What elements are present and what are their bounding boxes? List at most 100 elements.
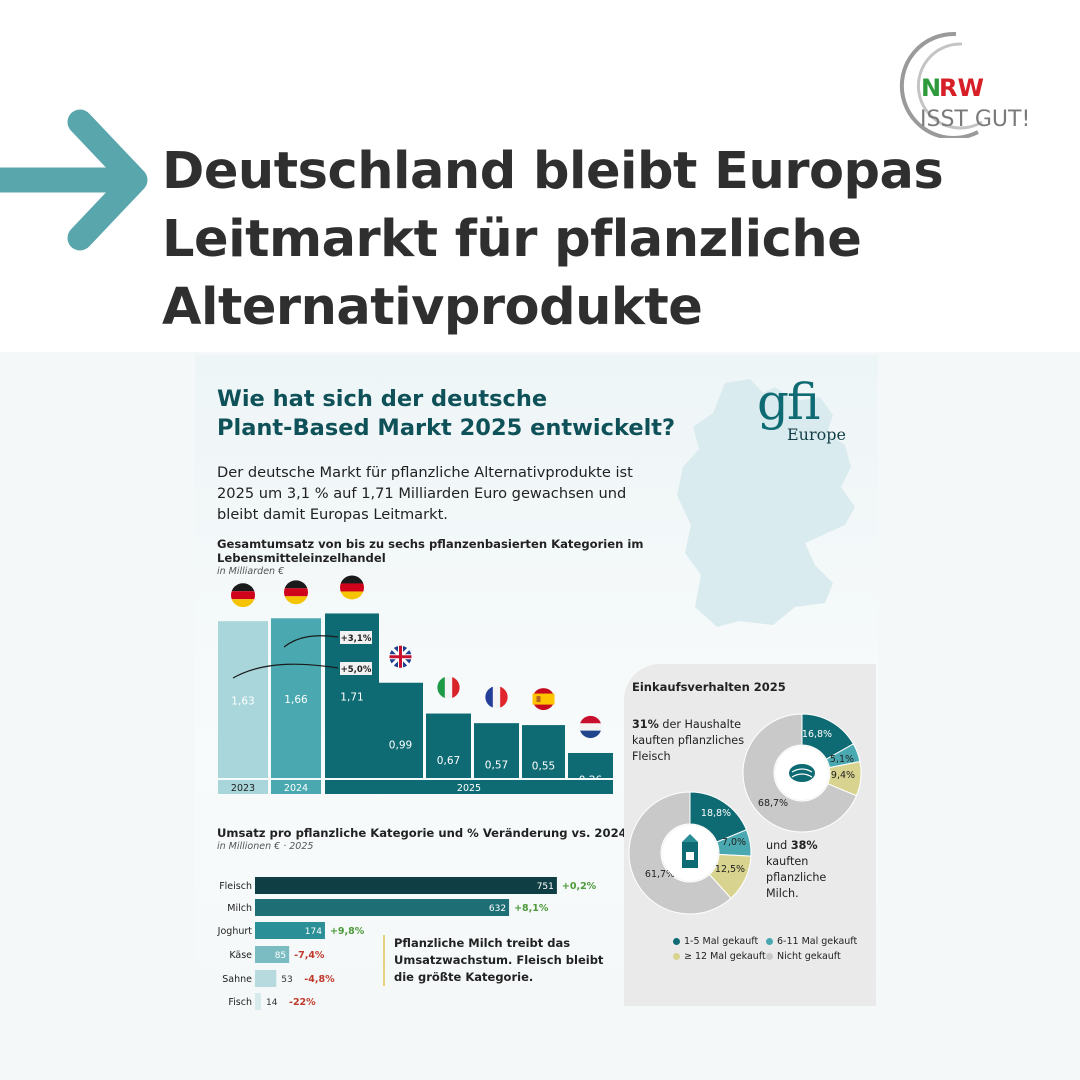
- flag-stripe: [340, 591, 364, 600]
- meat-share: 31%: [632, 718, 659, 731]
- bar-FR: [474, 723, 519, 778]
- chart2-title: Umsatz pro pflanzliche Kategorie und % V…: [217, 826, 627, 840]
- growth-arrow: [283, 635, 339, 648]
- meat-text-line: kauften pflanzliches: [632, 734, 745, 747]
- meat-text-line: Fleisch: [632, 750, 671, 763]
- flag-stripes: [231, 583, 255, 608]
- svg-text:ISST GUT!: ISST GUT!: [920, 107, 1030, 132]
- bar-UK: [378, 682, 423, 778]
- flag-stripe: [231, 599, 255, 608]
- nrw-logo: N RW ISST GUT!: [899, 31, 1030, 138]
- axis-label-2023: 2023: [231, 783, 255, 794]
- legend-label: 1-5 Mal gekauft: [684, 936, 759, 947]
- hbar-value: 53: [281, 975, 292, 985]
- category-label: Käse: [229, 950, 252, 961]
- category-label: Fisch: [228, 997, 252, 1008]
- legend-swatch: [673, 938, 680, 945]
- bar-value-label: 1,63: [231, 696, 254, 708]
- flag-icon-uk: [389, 645, 412, 668]
- logo-letters: fi: [787, 373, 821, 431]
- category-label: Fleisch: [219, 881, 252, 892]
- growth-arrow: [232, 663, 339, 679]
- milk-icon-top: [682, 834, 698, 842]
- hbar-change: -22%: [289, 997, 316, 1008]
- steak-icon: [789, 764, 815, 782]
- hbar-change: -7,4%: [294, 950, 325, 961]
- steak-icon-mark: [791, 773, 813, 778]
- flag-icon-nl: [579, 715, 602, 739]
- bar-value-label: 0,99: [389, 739, 412, 751]
- bar-2023: [218, 621, 268, 778]
- intro-text: Der deutsche Markt für pflanzliche Alter…: [217, 462, 667, 525]
- legend-item: Nicht gekauft: [766, 951, 841, 962]
- flag-icon-de: [340, 575, 364, 600]
- bar-NL: [568, 752, 613, 778]
- hbar-value: 85: [275, 951, 286, 961]
- hbar-Milch: [255, 899, 510, 916]
- flag-stripe: [532, 693, 555, 705]
- category-label: Joghurt: [217, 926, 253, 937]
- chart2-unit: in Millionen € · 2025: [217, 841, 314, 852]
- flag-icon-it: [437, 676, 460, 699]
- hbar-Joghurt: [255, 922, 325, 939]
- milk-icon-label: [686, 852, 694, 860]
- donut-value-label: 9,4%: [831, 770, 855, 781]
- donut-slice-Fleisch: [742, 713, 858, 833]
- legend-swatch: [766, 953, 773, 960]
- hbar-change: +0,2%: [562, 881, 597, 892]
- insight-note-line: die größte Kategorie.: [394, 970, 534, 984]
- axis-label-bg: [325, 780, 613, 794]
- legend-swatch: [673, 953, 680, 960]
- hbar-value: 14: [266, 998, 278, 1008]
- hbar-Fisch: [255, 993, 261, 1010]
- hbar-change: -4,8%: [304, 974, 335, 985]
- axis-label-2024: 2024: [284, 783, 308, 794]
- flag-stripe: [452, 677, 460, 698]
- milk-share: 38%: [790, 839, 818, 852]
- growth-label: +3,1%: [341, 634, 372, 644]
- donut-value-label: 61,7%: [645, 869, 675, 880]
- milk-households-text: und 38% kauften pflanzliche Milch.: [766, 838, 826, 902]
- growth-badge: [340, 662, 372, 675]
- flag-stripes: [340, 575, 364, 600]
- milk-text-part: und: [766, 839, 791, 852]
- meat-households-text: 31% der Haushalte kauften pflanzliches F…: [632, 717, 744, 765]
- insight-note-line: Pflanzliche Milch treibt das: [394, 936, 571, 950]
- axis-label-2025: 2025: [457, 783, 481, 794]
- headline: Deutschland bleibt Europas Leitmarkt für…: [162, 138, 962, 342]
- headline-line: Deutschland bleibt Europas: [162, 142, 944, 201]
- flag-stripe: [580, 730, 601, 739]
- legend-label: 6-11 Mal gekauft: [777, 936, 858, 947]
- svg-text:N: N: [921, 74, 941, 102]
- flag-stripe: [500, 686, 508, 708]
- logo-subtext: Europe: [787, 425, 846, 444]
- legend-label: ≥ 12 Mal gekauft: [684, 951, 766, 962]
- flag-stripe: [284, 588, 308, 597]
- chart1-unit: in Milliarden €: [217, 566, 285, 577]
- legend-item: 6-11 Mal gekauft: [766, 936, 857, 947]
- milk-text-line: pflanzliche: [766, 871, 827, 884]
- flag-icon-de: [284, 580, 308, 605]
- legend-label: Nicht gekauft: [777, 951, 841, 962]
- flag-stripe: [437, 677, 445, 698]
- legend-swatch: [766, 938, 773, 945]
- flag-stripe: [580, 715, 601, 724]
- axis-label-bg: [271, 780, 321, 794]
- bar-value-label: 0,67: [437, 755, 460, 767]
- category-label: Milch: [227, 903, 252, 914]
- donut-slice-Milch: [628, 791, 732, 915]
- flag-stripe: [231, 583, 255, 592]
- category-label: Sahne: [222, 974, 252, 985]
- flag-stripe: [340, 575, 364, 584]
- flag-stripe: [284, 596, 308, 605]
- hbar-change: +9,8%: [330, 926, 365, 937]
- svg-text:RW: RW: [939, 74, 984, 102]
- hbar-change: +8,1%: [514, 903, 549, 914]
- hbar-value: 174: [305, 927, 322, 937]
- hbar-Fleisch: [255, 877, 557, 894]
- hbar-value: 751: [537, 882, 554, 892]
- milk-text-line: Milch.: [766, 887, 799, 900]
- milk-text-line: kauften: [766, 855, 809, 868]
- flag-icon-fr: [485, 686, 508, 709]
